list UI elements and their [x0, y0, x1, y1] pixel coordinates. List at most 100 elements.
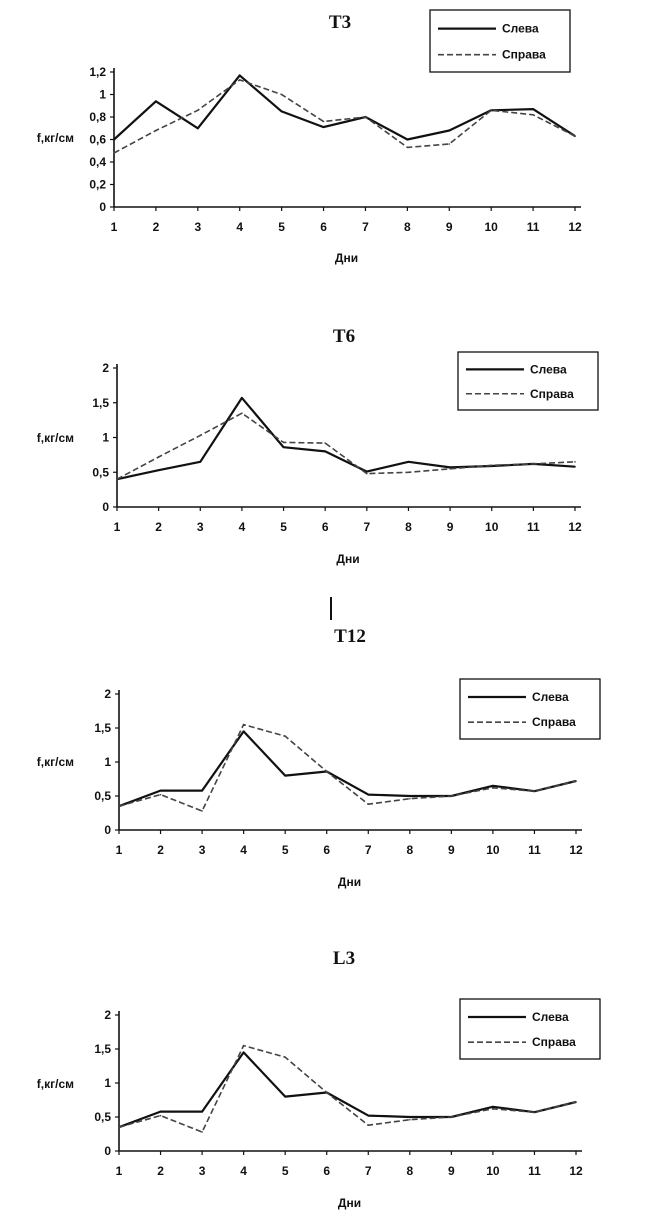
x-axis-label: Дни [338, 1196, 361, 1210]
data-point-left [159, 789, 162, 792]
data-point-left [157, 469, 160, 471]
legend-box [457, 351, 599, 411]
data-point-left [280, 110, 283, 113]
data-point-right [322, 120, 325, 123]
data-point-right [325, 1091, 328, 1094]
data-point-right [574, 135, 576, 137]
series-line-right [116, 412, 576, 480]
y-tick-label: 0,6 [89, 133, 106, 147]
x-tick-label: 12 [569, 843, 583, 857]
data-point-right [575, 1101, 577, 1103]
chart-title: T6 [333, 326, 355, 347]
x-tick-label: 11 [528, 843, 541, 857]
data-point-left [449, 466, 451, 469]
data-point-left [574, 465, 576, 468]
data-point-left [284, 1095, 286, 1098]
y-tick-label: 1 [104, 1076, 111, 1090]
data-point-right [201, 1131, 203, 1133]
data-point-left [448, 129, 451, 132]
x-tick-label: 6 [323, 843, 330, 857]
data-point-left [324, 450, 326, 453]
data-point-left [284, 774, 286, 777]
data-point-right [366, 472, 368, 475]
y-tick-label: 0,2 [89, 178, 106, 192]
x-tick-label: 4 [240, 843, 247, 857]
series-line-right [118, 723, 577, 812]
data-point-right [532, 463, 535, 465]
y-axis-label: f,кг/см [37, 131, 74, 145]
x-tick-label: 3 [194, 220, 201, 234]
chart-title: L3 [333, 948, 355, 969]
data-point-left [241, 397, 243, 399]
data-point-right [492, 1108, 494, 1110]
data-point-right [118, 1126, 120, 1128]
x-tick-label: 11 [528, 1164, 541, 1178]
x-tick-label: 5 [282, 1164, 289, 1178]
x-tick-label: 2 [157, 1164, 164, 1178]
data-point-right [448, 143, 451, 145]
x-tick-label: 4 [236, 220, 243, 234]
data-point-right [575, 780, 577, 782]
y-tick-label: 0,8 [89, 110, 106, 124]
y-tick-label: 0,5 [94, 789, 111, 803]
x-tick-label: 2 [157, 843, 164, 857]
data-point-right [242, 723, 245, 726]
x-tick-label: 1 [116, 843, 123, 857]
x-tick-label: 5 [280, 520, 287, 534]
legend-box [459, 678, 601, 740]
y-tick-label: 0,5 [94, 1110, 111, 1124]
x-tick-label: 12 [568, 520, 582, 534]
y-tick-label: 0 [99, 200, 106, 214]
legend-box [429, 9, 571, 73]
y-axis-label: f,кг/см [37, 1077, 74, 1091]
x-tick-label: 9 [448, 843, 455, 857]
x-tick-label: 1 [114, 520, 121, 534]
chart-title: T12 [334, 626, 366, 647]
x-tick-label: 12 [569, 1164, 583, 1178]
data-point-left [159, 1110, 162, 1113]
data-point-left [367, 793, 370, 796]
legend-label-right: Справа [530, 387, 574, 401]
data-point-left [409, 1116, 411, 1118]
legend-label-left: Слева [532, 1010, 569, 1024]
x-tick-label: 4 [239, 520, 246, 534]
data-point-left [155, 100, 157, 103]
x-tick-label: 4 [240, 1164, 247, 1178]
x-tick-label: 2 [153, 220, 160, 234]
data-point-left [532, 108, 534, 110]
x-axis-label: Дни [338, 875, 361, 889]
x-tick-label: 5 [278, 220, 285, 234]
x-tick-label: 9 [447, 520, 454, 534]
y-axis-label: f,кг/см [37, 431, 74, 445]
y-tick-label: 1 [102, 431, 109, 445]
y-tick-label: 1,2 [89, 65, 106, 79]
data-point-right [116, 478, 118, 481]
x-tick-label: 10 [485, 520, 499, 534]
chart-title: T3 [329, 12, 351, 33]
y-tick-label: 2 [102, 361, 109, 375]
data-point-left [113, 138, 115, 141]
data-point-right [201, 810, 203, 812]
data-point-right [199, 434, 202, 437]
data-point-right [407, 471, 410, 474]
data-point-right [284, 735, 286, 737]
series-line-left [118, 1051, 577, 1129]
data-point-right [155, 129, 157, 132]
x-tick-label: 11 [527, 220, 540, 234]
legend-label-right: Справа [532, 715, 576, 729]
x-tick-label: 9 [448, 1164, 455, 1178]
x-tick-label: 7 [365, 1164, 372, 1178]
data-point-right [367, 803, 370, 805]
data-point-right [241, 412, 243, 414]
y-tick-label: 1 [104, 755, 111, 769]
x-axis-label: Дни [336, 552, 359, 566]
legend-label-left: Слева [530, 362, 567, 376]
legend: Слева Справа [459, 678, 601, 740]
x-tick-label: 11 [527, 520, 540, 534]
data-point-right [325, 770, 328, 773]
data-point-left [282, 446, 285, 449]
y-tick-label: 1,5 [94, 1042, 111, 1056]
